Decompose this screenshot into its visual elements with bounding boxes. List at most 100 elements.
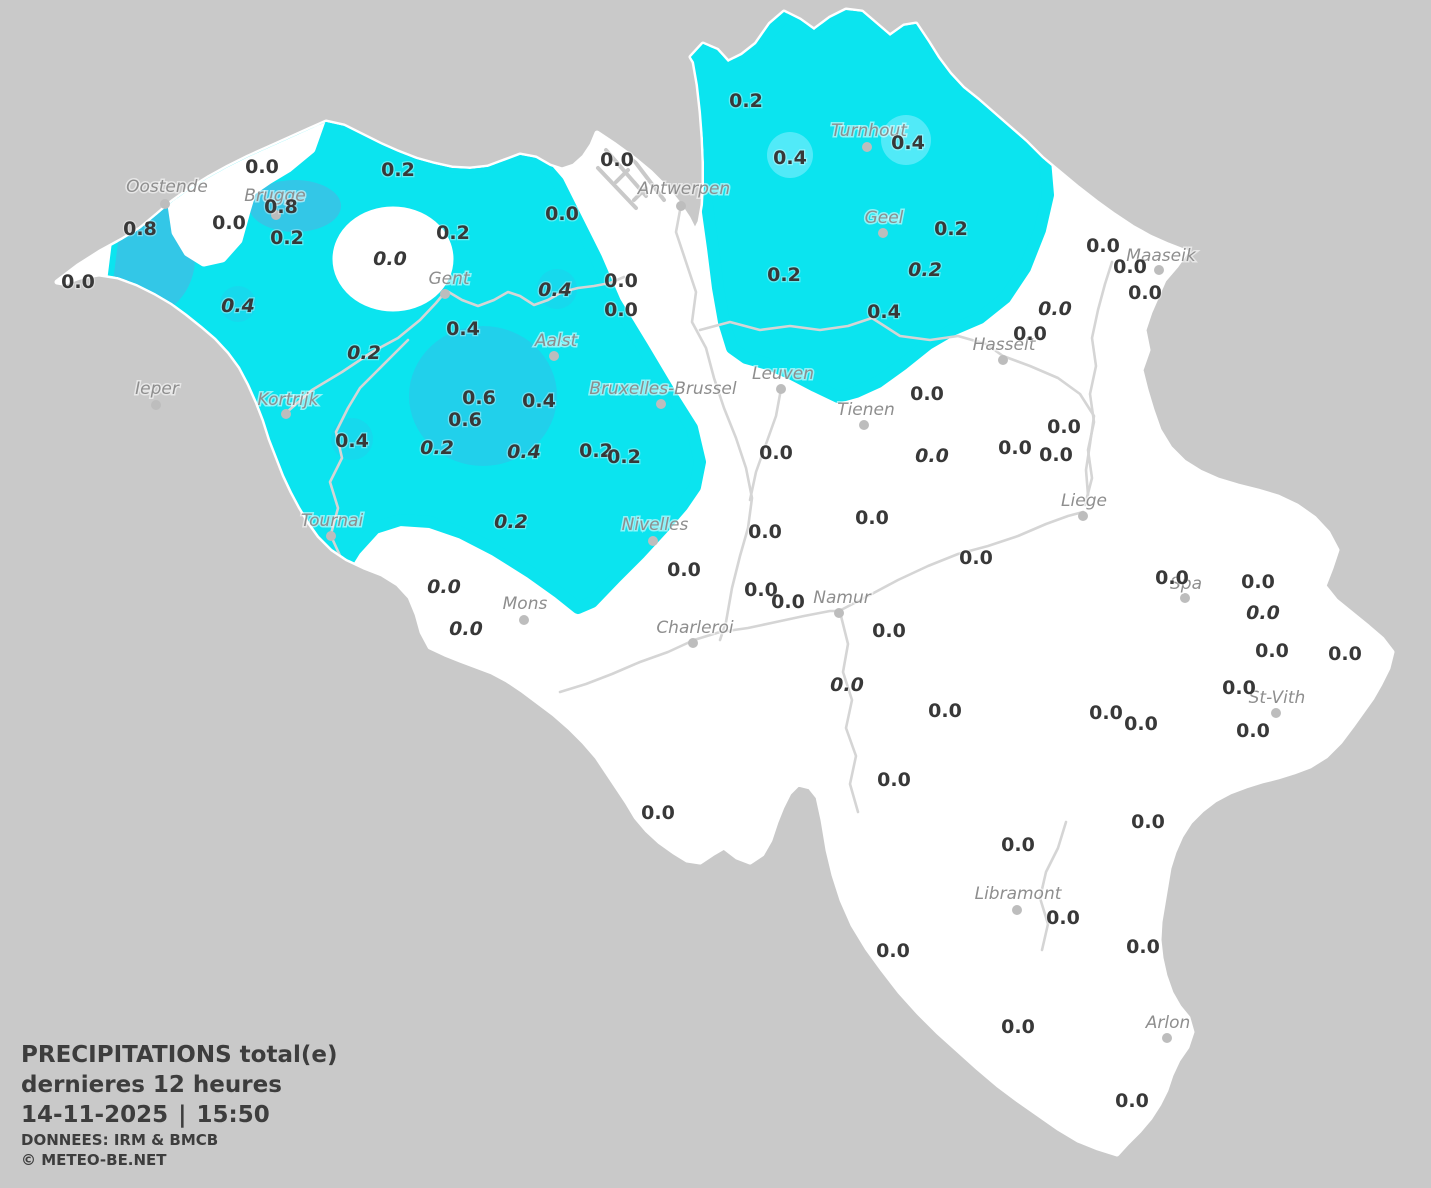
precip-zone-north [680, 10, 1054, 403]
value-label: 0.8 [264, 196, 298, 218]
city-label-leuven: Leuven [752, 364, 814, 384]
city-label-antwerpen: Antwerpen [637, 179, 730, 199]
value-label: 0.0 [855, 507, 889, 529]
city-dot [160, 199, 170, 209]
value-label: 0.2 [270, 227, 304, 249]
city-label-liege: Liege [1061, 491, 1107, 511]
map-subtitle: dernieres 12 heures [21, 1072, 282, 1098]
city-dot [519, 615, 529, 625]
value-label: 0.0 [604, 299, 638, 321]
value-label: 0.0 [759, 442, 793, 464]
cities-layer: Oostende Brugge Gent Antwerpen Turnhout Geel M… [125, 120, 1307, 1043]
value-label: 0.0 [771, 591, 805, 613]
value-label: 0.0 [928, 700, 962, 722]
city-label-nivelles: Nivelles [622, 515, 689, 535]
city-dot [676, 201, 686, 211]
patch-ieper [220, 286, 256, 322]
city-dot [151, 400, 161, 410]
city-label-hasselt: Hasselt [973, 335, 1037, 355]
city-dot [549, 351, 559, 361]
value-label: 0.0 [910, 383, 944, 405]
value-label: 0.0 [1124, 713, 1158, 735]
city-dot [862, 142, 872, 152]
map-date: 14-11-2025 [21, 1102, 169, 1128]
city-dot [440, 289, 450, 299]
city-dot [1078, 511, 1088, 521]
value-label: 0.0 [641, 802, 675, 824]
value-label: 0.0 [1047, 416, 1081, 438]
value-label: 0.0 [872, 620, 906, 642]
map-datetime: 14-11-2025 | 15:50 [21, 1100, 338, 1130]
city-dot [998, 355, 1008, 365]
city-dot [834, 608, 844, 618]
value-label: 0.0 [604, 270, 638, 292]
data-source: DONNEES: IRM & BMCB [21, 1131, 219, 1149]
city-label-turnhout: Turnhout [831, 121, 908, 141]
value-label: 0.0 [1246, 602, 1280, 624]
city-dot [1012, 905, 1022, 915]
city-dot [1180, 593, 1190, 603]
map-title: PRECIPITATIONS total(e) [21, 1042, 338, 1068]
value-label: 0.4 [507, 441, 541, 463]
city-label-libramont: Libramont [975, 884, 1063, 904]
value-label: 0.4 [335, 430, 369, 452]
value-label: 0.4 [538, 279, 572, 301]
city-label-aalst: Aalst [534, 331, 579, 351]
datetime-separator: | [178, 1102, 187, 1128]
city-dot [656, 399, 666, 409]
value-label: 0.0 [427, 576, 461, 598]
city-label-st-vith: St-Vith [1249, 688, 1306, 708]
value-label: 0.0 [830, 674, 864, 696]
value-label: 0.2 [579, 440, 613, 462]
city-dot [688, 638, 698, 648]
value-label: 0.0 [876, 940, 910, 962]
map-title-block: PRECIPITATIONS total(e) dernieres 12 heu… [21, 1040, 338, 1170]
value-label: 0.8 [123, 218, 157, 240]
value-label: 0.4 [891, 132, 925, 154]
city-label-spa: Spa [1170, 574, 1202, 594]
patch-brugge [249, 180, 341, 232]
city-dot [271, 210, 281, 220]
value-label: 0.0 [545, 203, 579, 225]
value-label: 0.0 [600, 149, 634, 171]
value-label: 0.0 [877, 769, 911, 791]
city-label-bruxelles-brussel: Bruxelles-Brussel [589, 379, 736, 399]
city-label-mons: Mons [503, 594, 548, 614]
value-label: 0.0 [212, 212, 246, 234]
city-label-ieper: Ieper [135, 379, 180, 399]
value-label: 0.0 [959, 547, 993, 569]
patch-north-1 [767, 132, 813, 178]
city-label-oostende: Oostende [126, 177, 208, 197]
value-label: 0.0 [1241, 571, 1275, 593]
value-label: 0.0 [1089, 702, 1123, 724]
city-dot [281, 409, 291, 419]
value-label: 0.0 [1255, 640, 1289, 662]
value-label: 0.0 [1155, 567, 1189, 589]
value-label: 0.2 [494, 511, 528, 533]
value-label: 0.0 [998, 437, 1032, 459]
value-label: 0.0 [1222, 677, 1256, 699]
value-label: 0.4 [773, 147, 807, 169]
map-time: 15:50 [196, 1102, 270, 1128]
value-label: 0.0 [1013, 323, 1047, 345]
value-label: 0.0 [915, 445, 949, 467]
city-dot [1271, 708, 1281, 718]
value-label: 0.0 [667, 559, 701, 581]
value-label: 0.4 [446, 318, 480, 340]
city-dot [859, 420, 869, 430]
dry-hole-gent [332, 206, 454, 312]
city-label-maaseik: Maaseik [1126, 246, 1197, 266]
value-label: 0.0 [1046, 907, 1080, 929]
value-label: 0.2 [436, 222, 470, 244]
value-label: 0.2 [381, 159, 415, 181]
value-label: 0.6 [462, 387, 496, 409]
city-label-charleroi: Charleroi [656, 618, 734, 638]
value-label: 0.2 [767, 264, 801, 286]
city-label-namur: Namur [813, 588, 871, 608]
value-label: 0.0 [1113, 256, 1147, 278]
city-dot [648, 536, 658, 546]
patch-turnhout [881, 115, 931, 165]
value-label: 0.0 [1115, 1090, 1149, 1112]
value-label: 0.0 [1328, 643, 1362, 665]
value-label: 0.4 [522, 390, 556, 412]
